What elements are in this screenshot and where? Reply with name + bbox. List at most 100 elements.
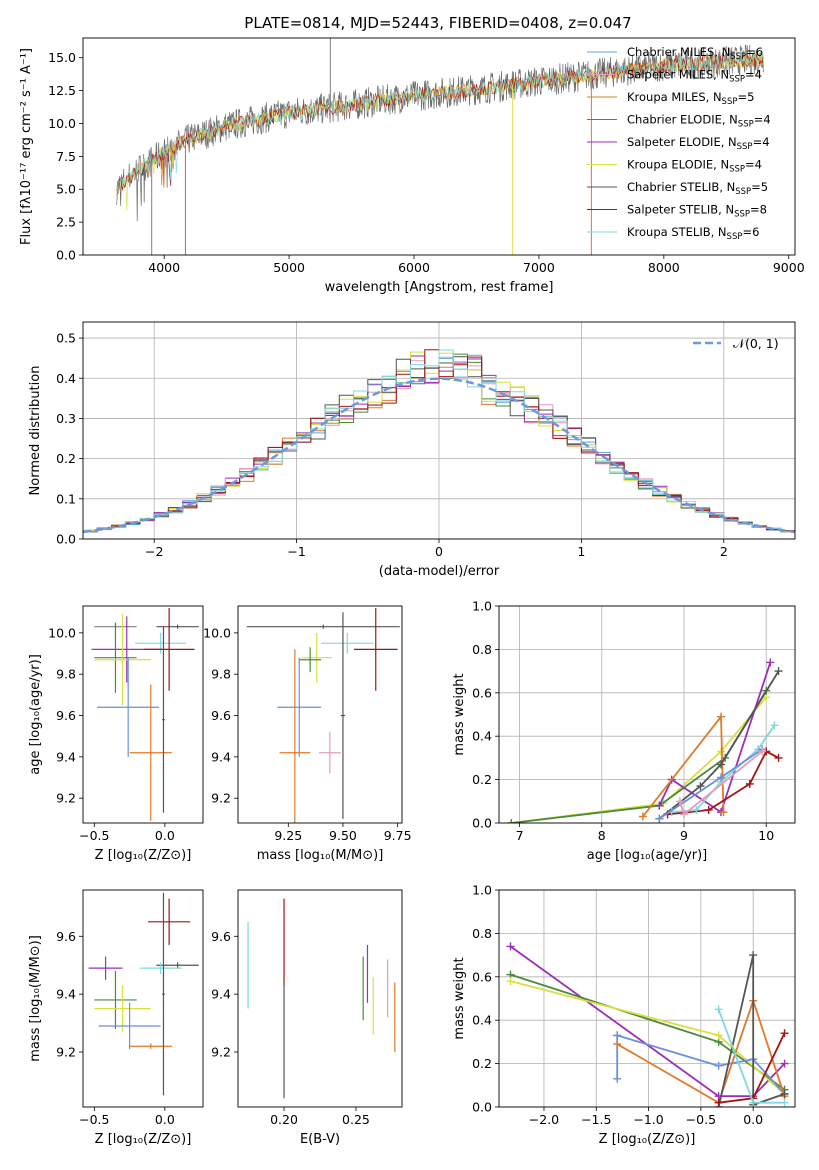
legend-entry: Chabrier ELODIE, NSSP=4: [627, 113, 771, 130]
residuals-xtick-label: 1: [577, 544, 585, 559]
spectrum-ytick-label: 15.0: [48, 50, 76, 65]
mass_Z-ytick-label: 9.6: [56, 929, 76, 944]
spectrum-ytick-label: 12.5: [48, 83, 76, 98]
weight-series-blue: [616, 1034, 786, 1095]
weight_Z-xtick-label: −2.0: [529, 1112, 559, 1127]
weight_age-ytick-label: 1.0: [472, 599, 492, 614]
weight_age-ytick-label: 0.2: [472, 772, 492, 787]
weight-marker: [749, 951, 758, 960]
residuals-ytick-label: 0.3: [56, 411, 76, 426]
weight-series-kELODIE: [511, 696, 767, 823]
age_Z-ylabel: age [log₁₀(age/yr)]: [28, 654, 43, 775]
weight-marker: [719, 808, 728, 817]
weight_Z-xtick-label: 0.0: [743, 1112, 763, 1127]
spectrum-xtick-label: 8000: [648, 260, 680, 275]
weight-marker: [704, 805, 713, 814]
weight_Z-ylabel: mass weight: [452, 957, 467, 1039]
age_Z-ytick-label: 10.0: [48, 625, 76, 640]
residuals-ytick-label: 0.1: [56, 491, 76, 506]
residuals-frame: [82, 321, 796, 540]
weight-series-sELODIE: [658, 662, 772, 814]
spectrum-series-cSTELIB: [116, 44, 765, 222]
weight-series-cELODIE: [511, 690, 767, 823]
mass_Z-xtick-label: −0.5: [79, 1112, 109, 1127]
legend-entry: Kroupa ELODIE, NSSP=4: [627, 158, 762, 175]
weight_Z-frame: [498, 889, 796, 1108]
chart-age_Z: −0.5 0.0 9.2 9.4 9.6 9.8 10.0 Z [log₁₀(Z/Z⊙)] ag…: [28, 605, 204, 863]
legend-entry: Salpeter STELIB, NSSP=8: [627, 203, 767, 220]
age_Z-plot-area: [91, 608, 199, 821]
weight_age-ytick-label: 0.6: [472, 685, 492, 700]
residuals-xtick-label: −2: [145, 544, 163, 559]
weight_age-xtick-label: 8: [598, 828, 606, 843]
mass_EBV-frame: [237, 889, 403, 1108]
age_Z-xtick-label: −0.5: [79, 828, 109, 843]
weight_age-ytick-label: 0.4: [472, 729, 492, 744]
weight-series-cSTELIB: [717, 954, 785, 1107]
weight-marker: [696, 782, 705, 791]
age_Z-xtick-label: 0.0: [155, 828, 175, 843]
age_Z-ytick-label: 9.6: [56, 708, 76, 723]
age_mass-ytick-label: 9.6: [211, 708, 231, 723]
mass_EBV-ytick-label: 9.2: [211, 1045, 231, 1060]
weight-marker: [780, 1059, 789, 1068]
weight_age-xlabel: age [log₁₀(age/yr)]: [587, 848, 708, 863]
age_mass-frame: [237, 605, 403, 824]
weight-marker: [714, 1031, 723, 1040]
mass_EBV-plot-area: [247, 898, 396, 1099]
age_Z-xlabel: Z [log₁₀(Z/Z⊙)]: [95, 848, 192, 863]
spectrum-frame: [82, 37, 796, 256]
legend-entry: Chabrier STELIB, NSSP=5: [627, 180, 768, 197]
weight-marker: [758, 747, 767, 756]
weight-marker: [680, 810, 688, 819]
age_Z-ytick-label: 9.2: [56, 791, 76, 806]
histogram-kSTELIB: [83, 349, 795, 532]
weight_age-plot-area: [507, 658, 783, 823]
age_mass-xtick-label: 9.75: [384, 828, 412, 843]
weight-marker: [766, 658, 775, 667]
mass_EBV-ytick-label: 9.6: [211, 929, 231, 944]
legend-entry: Chabrier MILES, NSSP=6: [627, 45, 763, 62]
chart-mass_EBV: 0.20 0.25 9.2 9.4 9.6 E(B-V): [211, 889, 403, 1147]
weight_Z-xtick-label: −1.5: [581, 1112, 611, 1127]
weight_Z-ytick-label: 0.2: [472, 1056, 492, 1071]
age_Z-ytick-label: 9.4: [56, 749, 76, 764]
age_mass-xtick-label: 9.50: [329, 828, 357, 843]
weight-marker: [774, 667, 783, 676]
spectrum-legend: Chabrier MILES, NSSP=6 Salpeter MILES, NS…: [587, 45, 771, 242]
weight-marker: [749, 1098, 758, 1107]
chart-weight_Z: −2.0 −1.5 −1.0 −0.5 0.0 0.0 0.2 0.4 0.6 0.8 1.0 Z […: [452, 883, 796, 1147]
weight_Z-xtick-label: −1.0: [633, 1112, 663, 1127]
weight_age-ytick-label: 0.0: [472, 816, 492, 831]
weight_Z-plot-area: [506, 942, 789, 1107]
weight_age-xtick-label: 7: [516, 828, 524, 843]
weight-marker: [692, 805, 701, 814]
residuals-ytick-label: 0.2: [56, 451, 76, 466]
residuals-ytick-label: 0.0: [56, 532, 76, 547]
spectrum-series-kELODIE: [116, 52, 764, 211]
spectrum-series-sSTELIB: [116, 54, 764, 194]
weight-marker: [507, 819, 516, 823]
mass_EBV-xtick-label: 0.20: [270, 1112, 298, 1127]
legend-entry: Salpeter ELODIE, NSSP=4: [627, 135, 770, 152]
weight_Z-ytick-label: 0.0: [472, 1100, 492, 1115]
mass_Z-frame: [82, 889, 204, 1108]
chart-spectrum: 4000 5000 6000 7000 8000 9000 0.0 2.5 5.0 7.5 10.0…: [19, 37, 805, 295]
residuals-ytick-label: 0.5: [56, 331, 76, 346]
residuals-legend: 𝒩(0, 1): [693, 336, 779, 351]
spectrum-plot-area: [116, 38, 765, 255]
weight-marker: [717, 773, 725, 782]
weight-marker: [780, 1089, 789, 1098]
weight_age-xtick-label: 9: [680, 828, 688, 843]
legend-entry: 𝒩(0, 1): [733, 336, 779, 351]
spectrum-xtick-label: 9000: [773, 260, 805, 275]
spectrum-xtick-label: 4000: [148, 260, 180, 275]
mass_Z-ylabel: mass [log₁₀(M/M⊙)]: [28, 935, 43, 1062]
legend-entry: Kroupa STELIB, NSSP=6: [627, 225, 759, 242]
weight_age-frame: [498, 605, 796, 824]
mass_Z-xtick-label: 0.0: [155, 1112, 175, 1127]
weight-marker: [638, 812, 647, 821]
residuals-xtick-label: 0: [435, 544, 443, 559]
mass_EBV-xtick-label: 0.25: [342, 1112, 370, 1127]
age_mass-ytick-label: 10.0: [203, 625, 231, 640]
